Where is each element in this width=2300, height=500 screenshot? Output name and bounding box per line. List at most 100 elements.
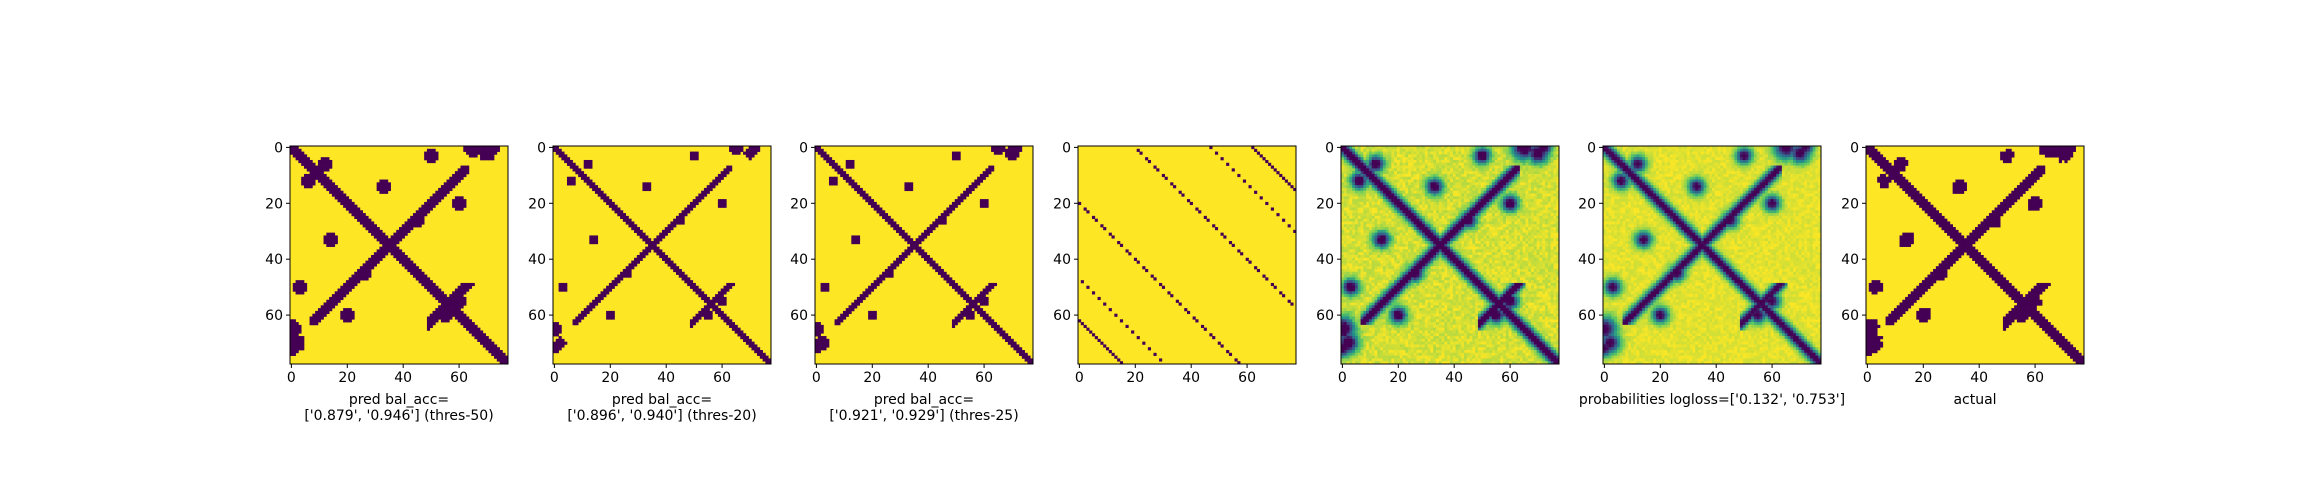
heatmap-cell [1469,168,1473,172]
heatmap-cell [1410,154,1415,158]
heatmap-cell [1357,159,1361,164]
heatmap-cell [292,350,296,354]
heatmap-cell [1078,201,1082,206]
heatmap-cell [1466,187,1470,192]
heatmap-cell [368,224,372,228]
heatmap-cell [376,255,380,259]
heatmap-cell [1427,176,1431,180]
heatmap-cell [1382,221,1387,225]
heatmap-cell [359,266,364,270]
heatmap-cell [446,310,450,315]
heatmap-cell [320,173,324,178]
heatmap-cell [1422,159,1426,164]
heatmap-cell [343,204,347,208]
heatmap-cell [315,173,319,178]
heatmap-cell [1480,157,1484,161]
heatmap-cell [1514,173,1518,178]
heatmap-cell [991,168,995,172]
heatmap-cell [1366,229,1370,233]
heatmap-cell [706,190,710,194]
heatmap-cell [1396,190,1401,194]
heatmap-cell [1469,215,1473,220]
heatmap-cell [323,176,327,180]
heatmap-cell [1528,235,1532,239]
heatmap-cell [1019,347,1023,351]
heatmap-cell [1497,162,1501,166]
heatmap-cell [1377,210,1381,214]
heatmap-cell [1500,227,1504,231]
heatmap-cell [1480,235,1484,239]
heatmap-cell [1533,179,1537,183]
heatmap-cell [295,322,299,326]
heatmap-cell [1503,207,1507,211]
heatmap-cell [1441,182,1445,186]
heatmap-cell [1486,168,1490,172]
heatmap-cell [723,204,727,208]
heatmap-cell [910,243,914,247]
heatmap-cell [306,185,310,189]
heatmap-cell [884,274,889,278]
heatmap-cell [1136,260,1140,264]
heatmap-cell [379,255,383,259]
heatmap-cell [1416,182,1420,186]
heatmap-cell [1438,199,1442,203]
heatmap-cell [968,187,972,192]
heatmap-cell [1525,227,1529,231]
heatmap-cell [362,263,366,267]
heatmap-cell [1220,344,1224,348]
heatmap-cell [583,179,587,183]
heatmap-cell [706,185,710,189]
heatmap-cell [410,224,414,228]
y-tick-label: 60 [790,308,808,324]
heatmap-cell [1522,207,1526,211]
heatmap-cell [1341,173,1345,178]
heatmap-cell [1357,179,1361,183]
heatmap-cell [1556,224,1560,228]
heatmap-cell [815,330,819,334]
heatmap-cell [999,151,1003,155]
heatmap-cell [662,229,666,233]
heatmap-cell [446,313,450,317]
heatmap-cell [301,338,305,342]
heatmap-cell [1494,171,1498,175]
heatmap-cell [1514,168,1518,172]
heatmap-cell [564,159,568,164]
heatmap-cell [826,159,830,164]
heatmap-cell [1388,157,1392,161]
heatmap-cell [466,327,470,331]
heatmap-cell [1458,210,1462,214]
heatmap-cell [452,299,456,303]
heatmap-cell [1209,146,1213,150]
heatmap-cell [1360,199,1364,203]
heatmap-cell [426,148,431,152]
heatmap-cell [1545,176,1549,180]
heatmap-cell [1357,224,1361,228]
heatmap-cell [1405,218,1409,222]
heatmap-cell [1514,215,1518,220]
heatmap-cell [968,310,972,315]
heatmap-cell [1536,162,1540,166]
heatmap-cell [1500,210,1504,214]
heatmap-cell [1497,224,1501,228]
heatmap-cell [1452,168,1456,172]
heatmap-cell [376,235,380,239]
heatmap-cell [1525,185,1529,189]
heatmap-cell [1405,190,1409,194]
heatmap-cell [1013,148,1017,152]
heatmap-cell [921,235,925,239]
heatmap-cell [1377,154,1381,158]
heatmap-cell [1472,176,1476,180]
heatmap-cell [1405,182,1409,186]
heatmap-cell [703,296,708,301]
heatmap-cell [1394,235,1398,239]
heatmap-cell [1377,171,1381,175]
heatmap-cell [988,288,992,292]
heatmap-cell [1391,224,1395,228]
heatmap-cell [553,344,557,348]
heatmap-cell [667,229,671,233]
heatmap-cell [1385,171,1389,175]
heatmap-cell [1477,148,1482,152]
heatmap-cell [701,294,705,298]
heatmap-cell [608,310,613,315]
heatmap-cell [1519,173,1524,178]
